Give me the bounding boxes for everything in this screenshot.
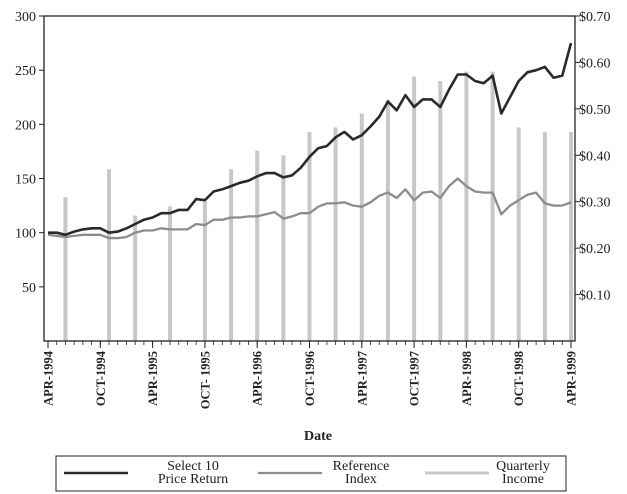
income-bar xyxy=(168,206,172,341)
x-tick-label: OCT- 1995 xyxy=(198,351,212,409)
x-tick-label: OCT-1998 xyxy=(512,351,526,406)
select10-line xyxy=(48,42,573,237)
right-tick-label: $0.20 xyxy=(579,242,611,257)
legend-label: Select 10 xyxy=(167,459,219,474)
left-tick-label: 50 xyxy=(22,281,36,296)
income-bar xyxy=(307,132,312,341)
income-bar xyxy=(438,81,443,341)
right-tick-label: $0.70 xyxy=(579,10,611,25)
legend-label: Income xyxy=(502,472,544,487)
x-tick-label: APR-1995 xyxy=(146,351,160,406)
left-tick-label: 250 xyxy=(15,64,36,79)
legend-label: Quarterly xyxy=(496,459,550,474)
income-bar xyxy=(107,169,111,341)
legend-label: Price Return xyxy=(158,472,228,487)
x-axis: APR-1994 OCT-1994 APR-1995 OCT- 1995 APR-199… xyxy=(42,341,579,409)
bars-layer xyxy=(63,71,573,342)
x-axis-label: Date xyxy=(304,429,332,444)
left-tick-label: 100 xyxy=(15,227,36,242)
income-bar xyxy=(202,201,207,341)
right-tick-label: $0.40 xyxy=(579,149,611,164)
income-bar xyxy=(281,155,286,341)
left-axis: 50 100 150 200 250 300 xyxy=(15,10,44,296)
right-axis: $0.10 $0.20 $0.30 $0.40 $0.50 $0.60 $0.70 xyxy=(575,10,611,304)
x-tick-label: OCT-1994 xyxy=(94,350,108,406)
right-tick-label: $0.30 xyxy=(579,196,611,211)
income-bar xyxy=(464,71,469,341)
income-bar xyxy=(542,132,547,341)
income-bar xyxy=(569,132,573,341)
right-tick-label: $0.60 xyxy=(579,56,611,71)
legend-label: Index xyxy=(345,472,377,487)
income-bar xyxy=(333,127,338,342)
x-tick-label: APR-1997 xyxy=(355,351,369,406)
income-bar xyxy=(385,99,390,341)
income-bar xyxy=(490,71,495,341)
legend-box xyxy=(55,455,567,492)
x-tick-label: APR-1999 xyxy=(565,351,579,406)
x-tick-label: OCT-1997 xyxy=(408,351,422,406)
right-tick-label: $0.10 xyxy=(579,289,611,304)
left-tick-label: 300 xyxy=(15,10,36,25)
income-bar xyxy=(359,113,364,341)
x-tick-label: OCT-1996 xyxy=(303,351,317,406)
left-tick-label: 200 xyxy=(15,118,36,133)
income-bar xyxy=(63,197,68,341)
right-tick-label: $0.50 xyxy=(579,103,611,118)
income-bar xyxy=(255,150,260,341)
income-bar xyxy=(133,215,138,341)
lines-layer xyxy=(47,42,573,240)
x-tick-label: APR-1994 xyxy=(42,350,56,406)
income-bar xyxy=(516,127,521,342)
x-tick-label: APR-1996 xyxy=(251,351,265,406)
reference-index-line xyxy=(47,177,572,240)
income-bar xyxy=(412,76,417,342)
income-bar xyxy=(229,169,234,341)
left-tick-label: 150 xyxy=(15,173,36,188)
x-tick-label: APR-1998 xyxy=(460,351,474,406)
legend-label: Reference xyxy=(333,459,390,474)
